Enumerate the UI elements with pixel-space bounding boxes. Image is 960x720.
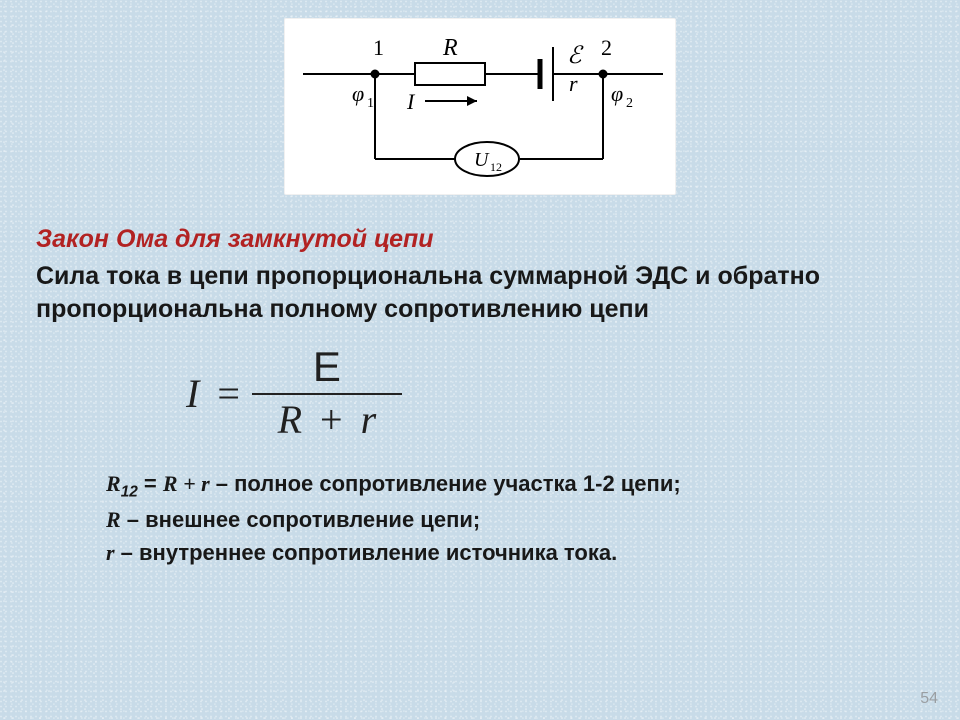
voltmeter-label-sub: 12 (490, 160, 502, 174)
formula-bar (252, 393, 402, 395)
definition-external-resistance: R – внешнее сопротивление цепи; (106, 505, 884, 536)
circuit-wrapper: 1 2 φ 1 φ 2 R I ℰ r U 12 (36, 18, 924, 195)
ohms-law-formula: I = E R + r (36, 345, 924, 441)
phi2-subscript: 2 (626, 96, 633, 111)
node2-label: 2 (601, 35, 612, 60)
law-description: Сила тока в цепи пропорциональна суммарн… (36, 260, 924, 325)
denom-R: R (278, 397, 302, 442)
phi1-symbol: φ (352, 81, 364, 106)
def-r-text: – внутреннее сопротивление источника ток… (115, 540, 618, 565)
def-r-symbol: r (106, 540, 115, 565)
circuit-diagram: 1 2 φ 1 φ 2 R I ℰ r U 12 (284, 18, 676, 195)
emf-symbol: ℰ (567, 43, 584, 69)
formula-lhs: I (186, 370, 213, 417)
resistor-label: R (442, 35, 458, 61)
def-r12-sub: 12 (121, 483, 138, 500)
denom-r: r (361, 397, 377, 442)
definitions-block: R12 = R + r – полное сопротивление участ… (36, 469, 924, 569)
law-title: Закон Ома для замкнутой цепи (36, 225, 924, 254)
internal-resistance-label: r (569, 71, 578, 96)
phi2-symbol: φ (611, 81, 623, 106)
slide-content: 1 2 φ 1 φ 2 R I ℰ r U 12 Закон Ома для з… (0, 0, 960, 720)
def-r12-rhs: R + r (163, 471, 210, 496)
def-R-text: – внешнее сопротивление цепи; (121, 507, 481, 532)
phi1-subscript: 1 (367, 96, 374, 111)
formula-equals: = (213, 370, 252, 417)
page-number: 54 (920, 690, 938, 708)
formula-denominator: R + r (278, 397, 377, 441)
node1-label: 1 (373, 35, 384, 60)
current-label: I (406, 89, 416, 114)
definition-internal-resistance: r – внутреннее сопротивление источника т… (106, 538, 884, 569)
def-R-symbol: R (106, 507, 121, 532)
formula-fraction: E R + r (252, 345, 402, 441)
definition-total-resistance: R12 = R + r – полное сопротивление участ… (106, 469, 884, 503)
denom-plus: + (312, 397, 351, 442)
def-r12-eq: = (138, 471, 163, 496)
def-r12-symbol: R (106, 471, 121, 496)
formula-numerator: E (313, 345, 341, 391)
voltmeter-label: U (474, 149, 490, 171)
def-r12-text: – полное сопротивление участка 1-2 цепи; (210, 471, 681, 496)
